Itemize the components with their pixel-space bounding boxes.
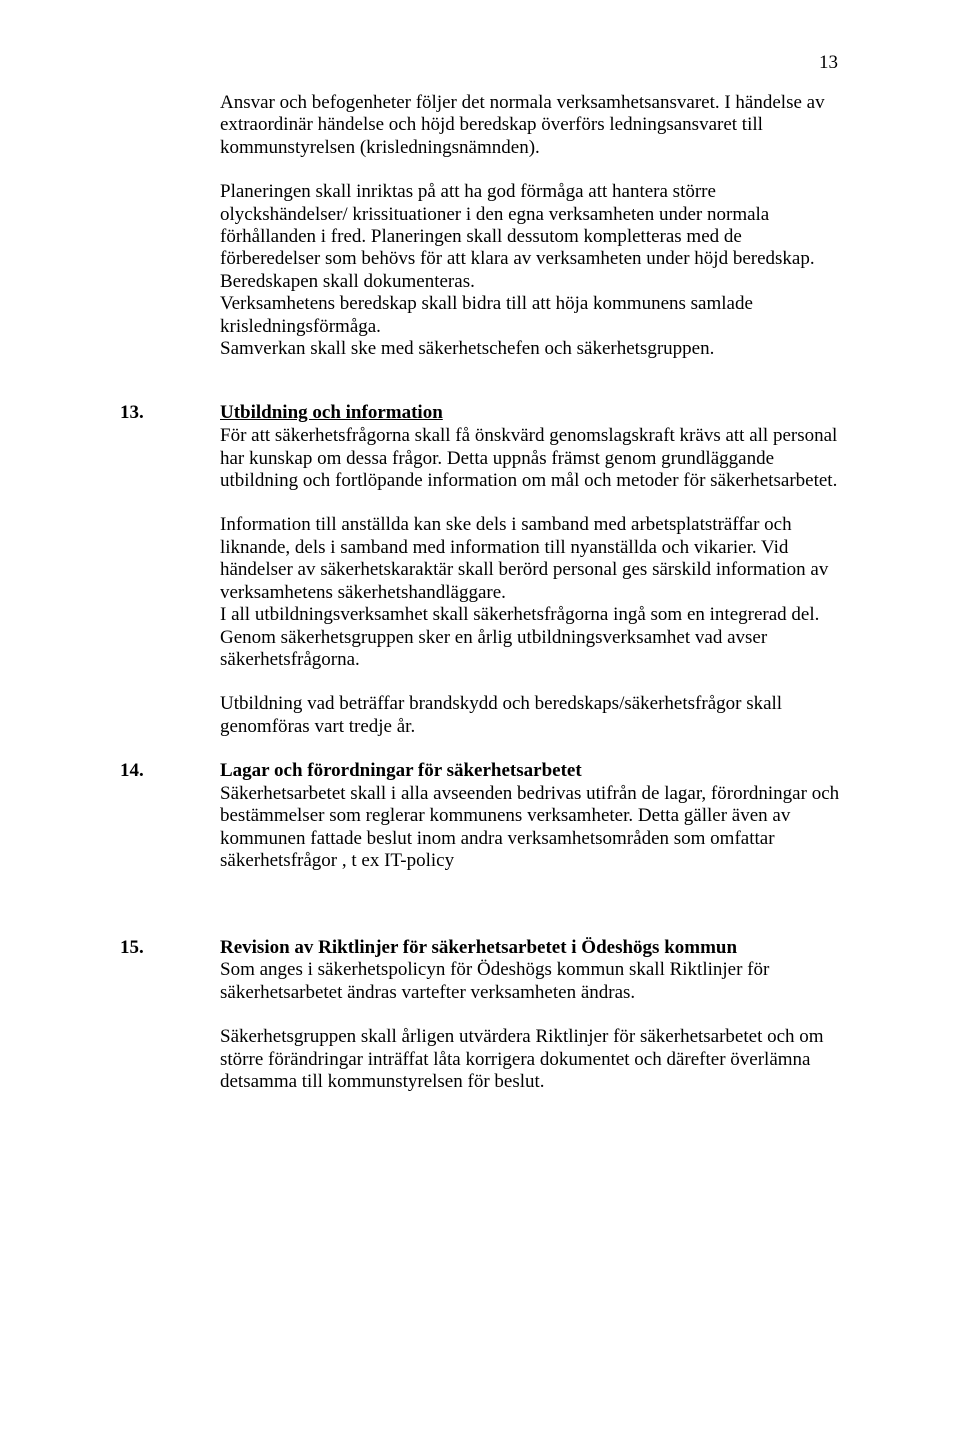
section-15-number: 15. [120, 937, 220, 960]
section-13-number: 13. [120, 402, 220, 425]
page-content: Ansvar och befogenheter följer det norma… [120, 92, 840, 1093]
intro-para-2: Planeringen skall inriktas på att ha god… [220, 181, 840, 293]
section-14: 14. Lagar och förordningar för säkerhets… [120, 760, 840, 872]
section-13-para-4: Utbildning vad beträffar brandskydd och … [220, 693, 840, 738]
section-14-body: Lagar och förordningar för säkerhetsarbe… [220, 760, 840, 872]
section-15-body: Revision av Riktlinjer för säkerhetsarbe… [220, 937, 840, 1094]
section-14-para-1: Säkerhetsarbetet skall i alla avseenden … [220, 783, 840, 873]
section-14-title: Lagar och förordningar för säkerhetsarbe… [220, 760, 840, 783]
page-number: 13 [819, 52, 838, 74]
section-14-number: 14. [120, 760, 220, 783]
section-15-para-1: Som anges i säkerhetspolicyn för Ödeshög… [220, 959, 840, 1004]
section-15: 15. Revision av Riktlinjer för säkerhets… [120, 937, 840, 1094]
intro-block: Ansvar och befogenheter följer det norma… [220, 92, 840, 360]
intro-para-3: Verksamhetens beredskap skall bidra till… [220, 293, 840, 338]
section-13-title: Utbildning och information [220, 402, 840, 425]
section-13: 13. Utbildning och information För att s… [120, 402, 840, 738]
intro-para-4: Samverkan skall ske med säkerhetschefen … [220, 338, 840, 360]
section-13-para-3: I all utbildningsverksamhet skall säkerh… [220, 604, 840, 671]
section-15-title: Revision av Riktlinjer för säkerhetsarbe… [220, 937, 840, 960]
section-13-para-2: Information till anställda kan ske dels … [220, 514, 840, 604]
intro-para-1: Ansvar och befogenheter följer det norma… [220, 92, 840, 159]
document-page: 13 Ansvar och befogenheter följer det no… [0, 0, 960, 1440]
section-13-para-1: För att säkerhetsfrågorna skall få önskv… [220, 425, 840, 492]
section-15-para-2: Säkerhetsgruppen skall årligen utvärdera… [220, 1026, 840, 1093]
section-13-body: Utbildning och information För att säker… [220, 402, 840, 738]
